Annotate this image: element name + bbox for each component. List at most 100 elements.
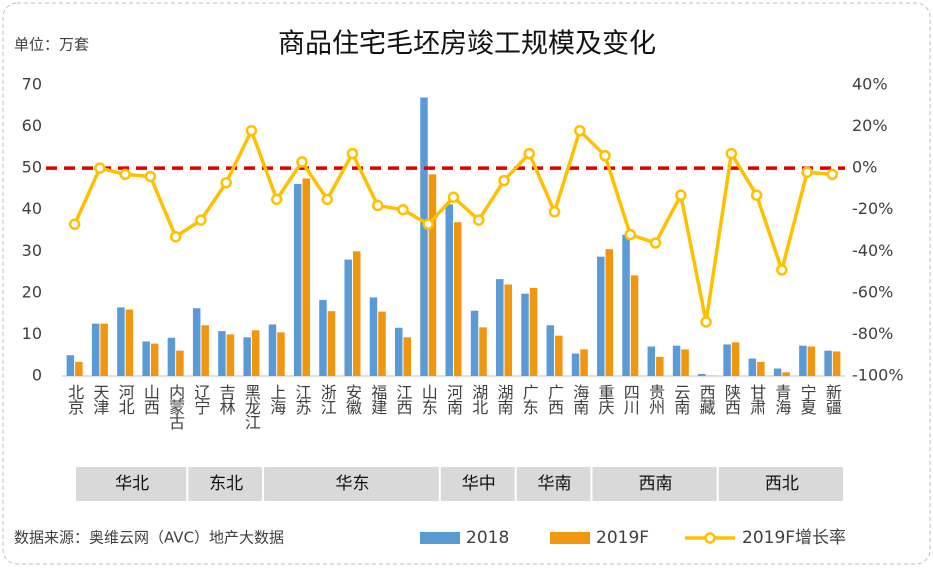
x-tick-label: 福建 — [368, 384, 387, 415]
bar — [252, 330, 260, 376]
bar — [126, 309, 134, 376]
bar — [597, 257, 605, 376]
y-tick-label: 60 — [22, 116, 42, 135]
bar — [454, 222, 462, 376]
bar — [824, 351, 832, 376]
line-marker — [676, 191, 685, 200]
bar — [429, 174, 437, 376]
legend-swatch — [420, 532, 460, 544]
bar — [808, 346, 816, 376]
line-marker — [348, 149, 357, 158]
bar — [277, 332, 285, 376]
unit-label: 单位：万套 — [14, 36, 89, 54]
x-tick-label: 吉林 — [217, 384, 236, 415]
line-marker — [297, 157, 306, 166]
line-marker — [575, 126, 584, 135]
line-marker — [146, 172, 155, 181]
bar — [471, 311, 479, 376]
bar — [168, 338, 176, 376]
bar — [622, 235, 630, 376]
bar — [117, 307, 125, 376]
group-label: 华中 — [462, 474, 496, 494]
bar — [521, 294, 529, 376]
bar — [749, 359, 757, 376]
y-tick-label: 70 — [22, 75, 42, 94]
line-marker — [70, 220, 79, 229]
bar — [698, 374, 706, 376]
bar — [631, 275, 639, 376]
bar — [100, 324, 108, 376]
x-tick-label: 贵州 — [646, 384, 665, 415]
bar — [92, 324, 100, 376]
bar — [403, 337, 411, 376]
y2-tick-label: -80% — [852, 324, 893, 343]
line-marker — [777, 265, 786, 274]
y2-tick-label: 20% — [852, 116, 888, 135]
line-marker — [121, 170, 130, 179]
bar — [648, 346, 656, 376]
x-tick-label: 青海 — [772, 384, 791, 415]
x-tick-label: 海南 — [570, 384, 589, 415]
y-tick-label: 20 — [22, 282, 42, 301]
bar — [302, 179, 310, 376]
x-tick-label: 河南 — [444, 384, 463, 415]
bar — [505, 285, 512, 376]
bar — [757, 362, 765, 376]
bar — [723, 344, 731, 376]
bar — [218, 331, 226, 376]
x-tick-label: 天津 — [90, 384, 109, 415]
bar — [328, 311, 336, 376]
line-marker — [550, 207, 559, 216]
line-marker — [323, 195, 332, 204]
bar — [378, 312, 386, 376]
x-tick-label: 安徽 — [343, 384, 362, 415]
bar — [479, 327, 487, 376]
legend-swatch — [706, 534, 715, 543]
x-tick-label: 甘肃 — [747, 384, 766, 415]
bar — [344, 260, 352, 376]
bar — [319, 300, 327, 376]
bar — [799, 346, 807, 376]
bar — [681, 349, 689, 376]
bar — [774, 369, 782, 376]
bar — [580, 349, 588, 376]
bar — [142, 341, 150, 376]
bar — [151, 344, 159, 376]
legend-label: 2019F增长率 — [742, 528, 846, 548]
bar — [732, 342, 740, 376]
line-marker — [651, 238, 660, 247]
line-marker — [525, 149, 534, 158]
line-marker — [500, 176, 509, 185]
chart-title: 商品住宅毛坯房竣工规模及变化 — [278, 29, 656, 60]
group-label: 西南 — [639, 474, 673, 494]
x-tick-label: 广东 — [520, 384, 539, 415]
line-marker — [424, 220, 433, 229]
bar — [496, 279, 504, 376]
bar — [606, 249, 614, 376]
x-tick-label: 四川 — [621, 384, 640, 415]
bar — [227, 334, 235, 376]
x-tick-label: 内蒙古 — [166, 384, 185, 430]
group-label: 华北 — [115, 474, 149, 494]
line-marker — [702, 317, 711, 326]
source: 数据来源：奥维云网（AVC）地产大数据 — [14, 529, 284, 547]
bar — [176, 351, 184, 376]
line-marker — [474, 216, 483, 225]
x-tick-label: 黑龙江 — [242, 384, 261, 430]
y2-tick-label: 0% — [852, 158, 877, 177]
x-tick-label: 湖北 — [469, 384, 488, 415]
bar — [572, 354, 580, 376]
line-marker — [803, 168, 812, 177]
bar — [269, 324, 277, 376]
bar — [782, 372, 790, 376]
bar — [395, 328, 403, 376]
group-label: 华南 — [538, 474, 572, 494]
line-marker — [449, 193, 458, 202]
bar — [673, 346, 681, 376]
y2-tick-label: -40% — [852, 241, 893, 260]
line-marker — [171, 232, 180, 241]
bar — [446, 204, 454, 376]
x-tick-label: 江苏 — [292, 384, 311, 416]
bar — [67, 355, 75, 376]
legend-label: 2019F — [596, 528, 649, 548]
